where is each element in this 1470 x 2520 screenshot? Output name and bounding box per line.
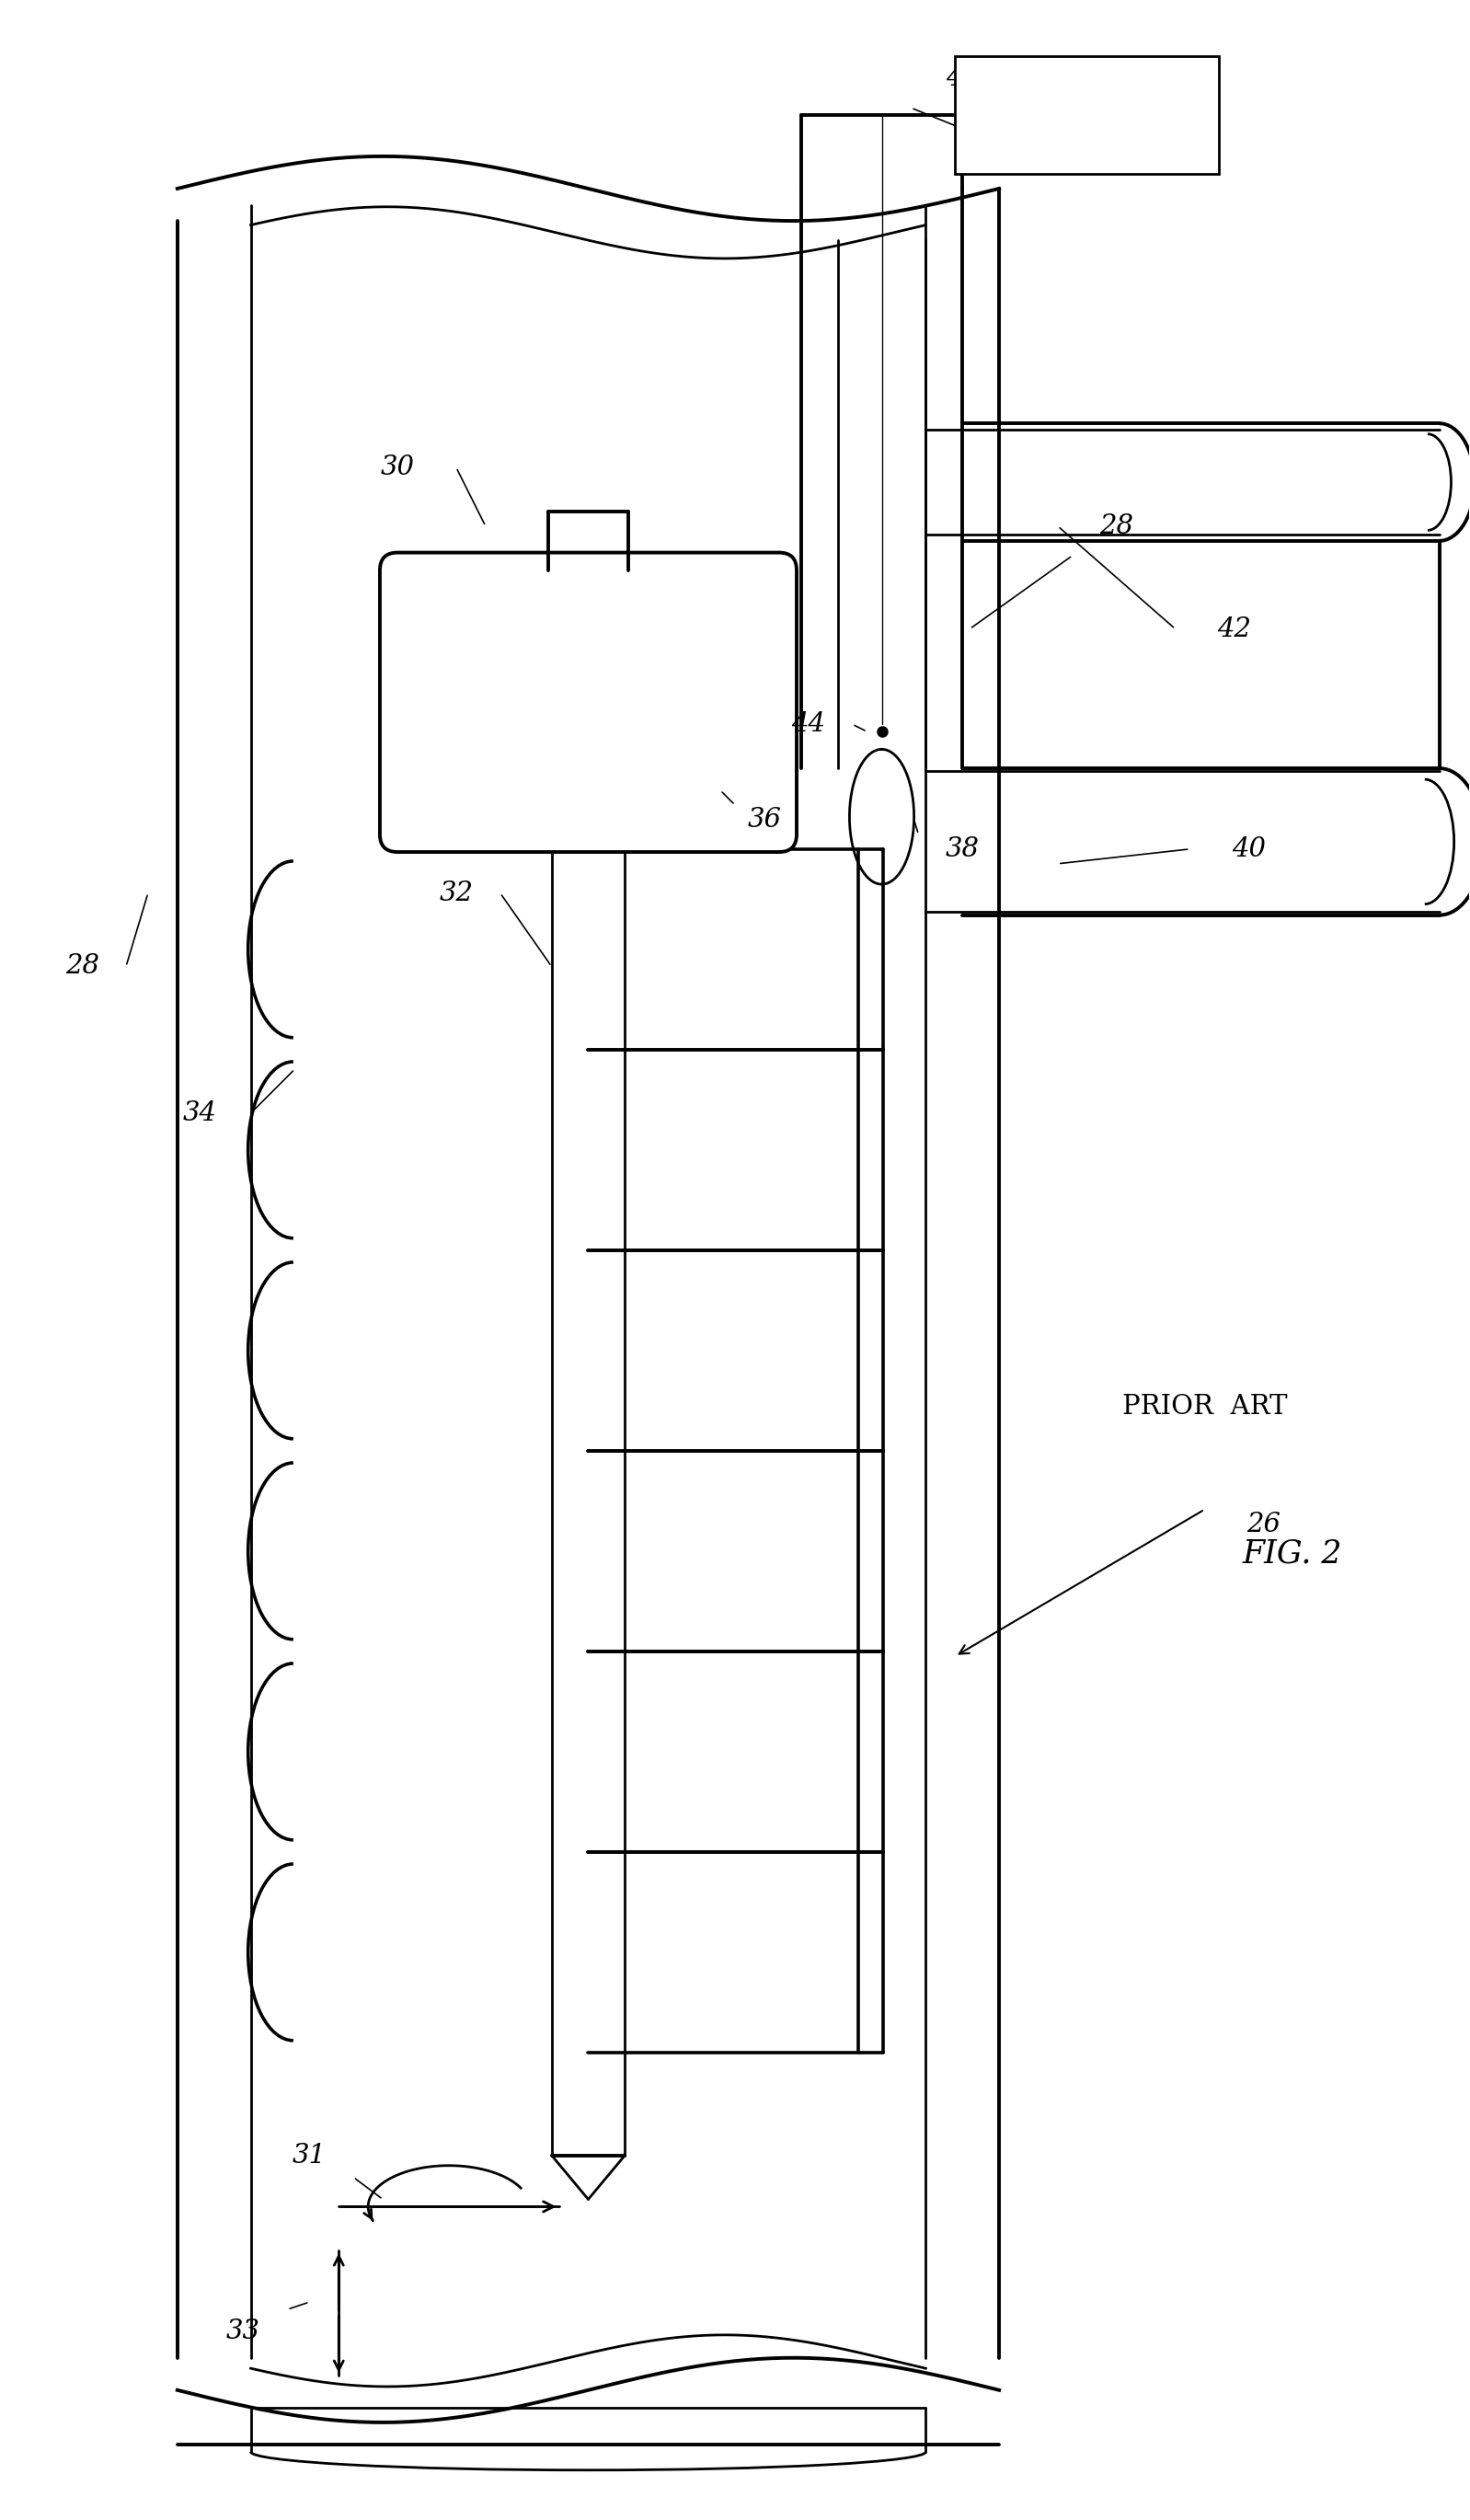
- Text: 44: 44: [791, 711, 825, 738]
- Text: 34: 34: [182, 1101, 216, 1126]
- Text: 28: 28: [65, 953, 98, 980]
- FancyBboxPatch shape: [379, 552, 797, 852]
- Text: PRIOR  ART: PRIOR ART: [1122, 1394, 1288, 1419]
- Text: 31: 31: [293, 2142, 326, 2167]
- Text: 46: 46: [945, 66, 979, 91]
- Text: 33: 33: [226, 2318, 260, 2344]
- Text: 38: 38: [945, 837, 979, 862]
- Text: 30: 30: [381, 454, 415, 481]
- Text: 32: 32: [440, 879, 473, 907]
- Text: 26: 26: [1247, 1512, 1280, 1537]
- Bar: [956, 55, 1219, 174]
- Text: 42: 42: [1217, 615, 1251, 643]
- Text: FIG. 2: FIG. 2: [1242, 1537, 1342, 1570]
- Text: 40: 40: [1232, 837, 1266, 862]
- Text: 28: 28: [1100, 514, 1133, 539]
- Text: 36: 36: [747, 806, 782, 832]
